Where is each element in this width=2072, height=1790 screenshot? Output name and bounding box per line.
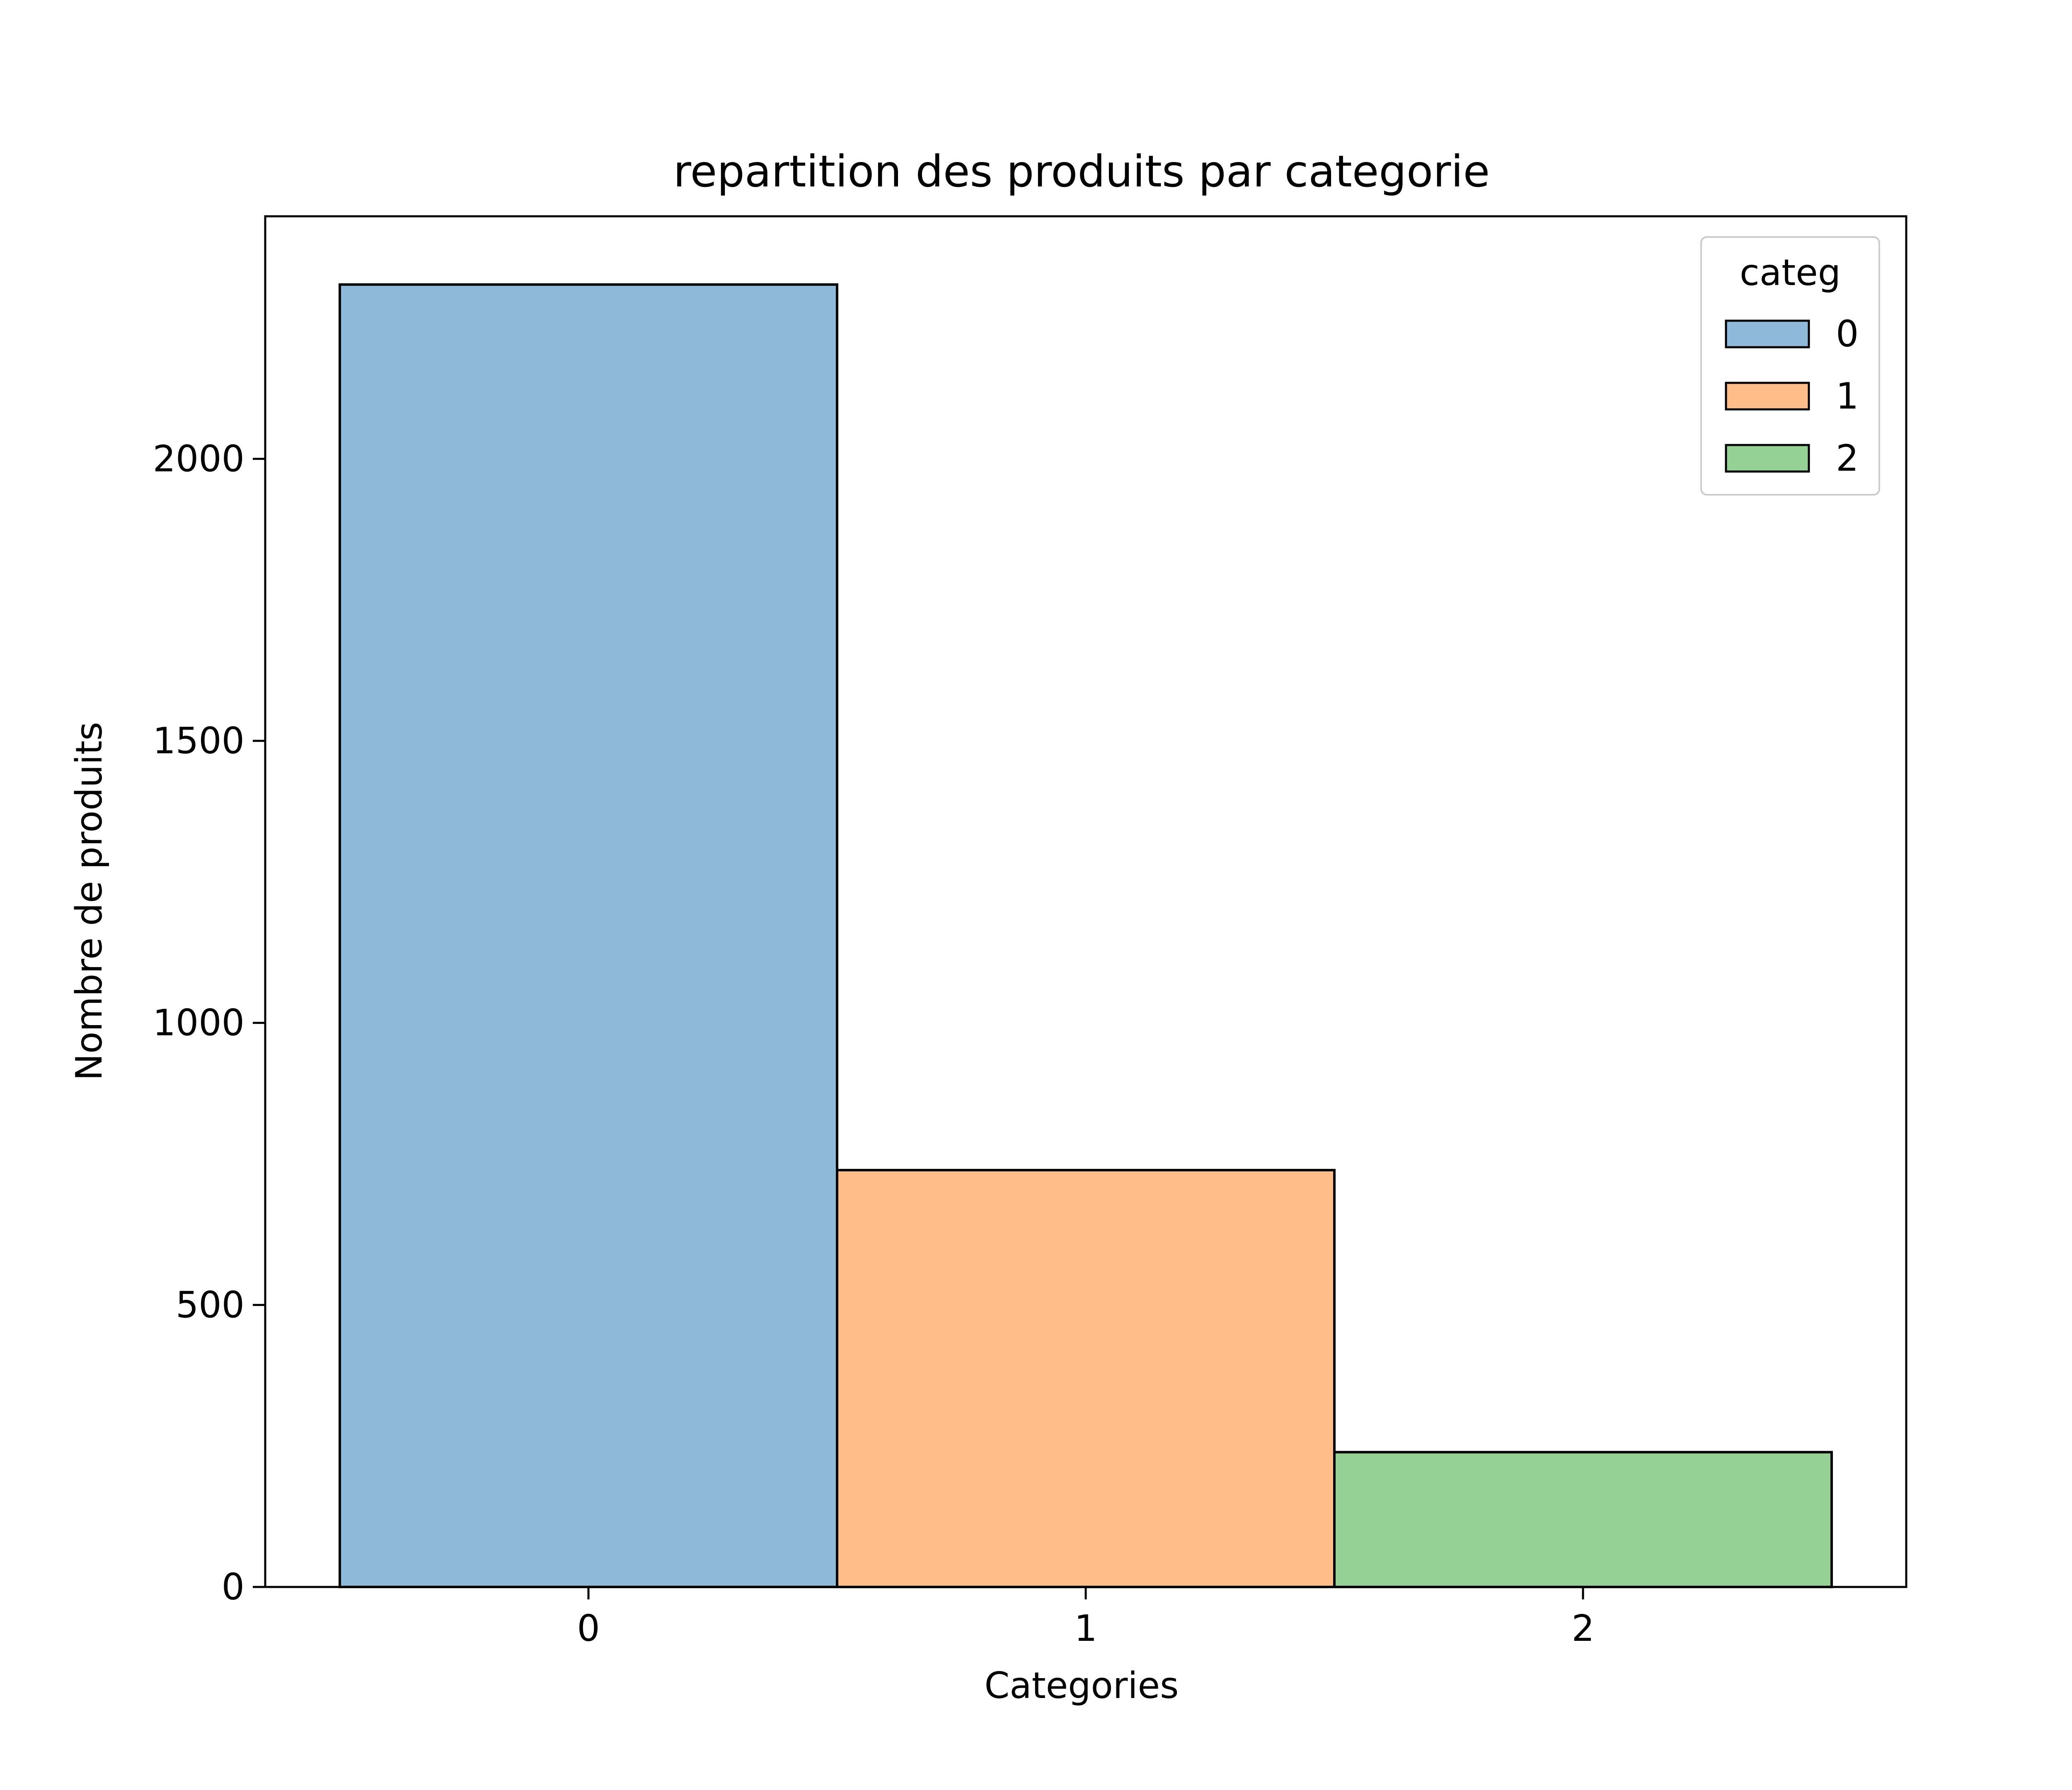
legend-title: categ [1740, 252, 1841, 294]
bars [339, 283, 1833, 1589]
y-tick-label: 1500 [153, 720, 244, 762]
y-axis-label: Nombre de produits [68, 722, 110, 1081]
y-tick-label: 500 [176, 1284, 244, 1326]
legend: categ 0 1 2 [1700, 236, 1880, 496]
legend-swatch-1 [1725, 382, 1810, 411]
x-axis-label: Categories [985, 1664, 1179, 1707]
bar-2 [1333, 1451, 1833, 1588]
legend-box [1700, 236, 1880, 496]
chart-title: repartition des produits par categorie [673, 146, 1490, 197]
x-tick-label: 0 [577, 1607, 600, 1650]
legend-swatch-0 [1725, 319, 1810, 348]
y-tick-label: 1000 [153, 1002, 244, 1044]
bar-1 [836, 1168, 1336, 1588]
legend-entries: 0 1 2 [1725, 313, 1859, 479]
legend-label-1: 1 [1836, 375, 1859, 417]
y-axis-ticks: 0 500 1000 1500 2000 [153, 438, 265, 1608]
legend-label-2: 2 [1836, 437, 1859, 479]
x-tick-label: 1 [1074, 1607, 1097, 1650]
y-tick-label: 2000 [153, 438, 244, 480]
y-tick-label: 0 [222, 1566, 244, 1608]
x-tick-label: 2 [1571, 1607, 1594, 1650]
legend-swatch-2 [1725, 444, 1810, 473]
x-axis-ticks: 0 1 2 [577, 1587, 1595, 1650]
plot-frame [264, 215, 1907, 1588]
bar-0 [339, 283, 838, 1589]
legend-label-0: 0 [1836, 313, 1859, 355]
